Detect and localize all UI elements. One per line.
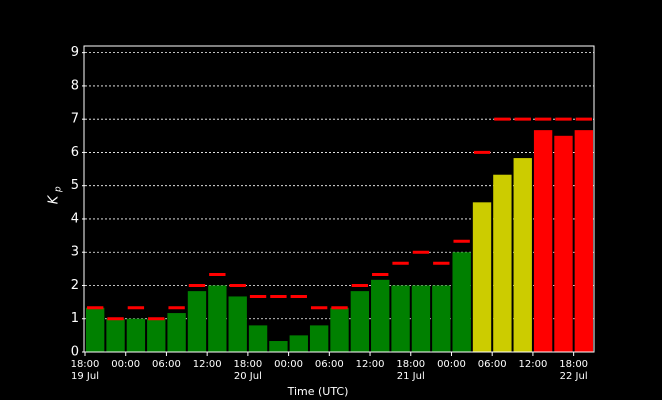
bar [248, 325, 268, 352]
x-tick-label: 00:00 [274, 359, 303, 370]
y-tick-label: 5 [71, 178, 79, 193]
bar [411, 285, 431, 352]
bar [554, 135, 573, 352]
x-tick-label: 18:00 [71, 359, 100, 370]
y-tick-label: 4 [71, 211, 79, 226]
y-tick-label: 8 [71, 78, 79, 93]
bar [309, 325, 329, 352]
bar [208, 285, 227, 352]
x-tick-label: 12:00 [356, 359, 385, 370]
plot-frame [83, 45, 595, 353]
bar [452, 252, 471, 352]
x-axis-label: Time (UTC) [287, 385, 349, 398]
x-tick-date: 20 Jul [234, 371, 262, 382]
y-axis-label: K [47, 194, 62, 204]
x-tick-date: 19 Jul [71, 371, 99, 382]
x-tick-label: 12:00 [193, 359, 222, 370]
bar [106, 318, 125, 352]
y-tick-label: 1 [71, 311, 79, 326]
bar [86, 307, 105, 352]
x-tick-label: 00:00 [437, 359, 466, 370]
y-tick-label: 6 [71, 145, 79, 160]
y-axis-label-sub: p [54, 186, 64, 193]
y-tick-label: 0 [71, 345, 79, 360]
x-tick-date: 22 Jul [560, 371, 588, 382]
x-tick-label: 18:00 [233, 359, 262, 370]
x-tick-label: 00:00 [111, 359, 140, 370]
y-tick-label: 9 [71, 45, 79, 60]
bar [167, 313, 186, 352]
x-tick-date: 21 Jul [397, 371, 425, 382]
bar [513, 158, 532, 352]
bar [371, 279, 390, 352]
bar [472, 202, 492, 352]
bar [432, 285, 451, 352]
y-tick-label: 7 [71, 112, 79, 127]
bar [187, 291, 207, 352]
x-tick-label: 18:00 [559, 359, 588, 370]
x-tick-label: 18:00 [396, 359, 425, 370]
bar [269, 341, 288, 352]
x-tick-label: 12:00 [519, 359, 548, 370]
y-tick-label: 2 [71, 278, 79, 293]
bar [126, 318, 146, 352]
x-tick-label: 06:00 [152, 359, 181, 370]
x-tick-label: 06:00 [478, 359, 507, 370]
bar [330, 307, 349, 352]
y-tick-label: 3 [71, 245, 79, 260]
bar [493, 174, 512, 352]
x-tick-label: 06:00 [315, 359, 344, 370]
bar [391, 285, 410, 352]
bar [289, 335, 308, 352]
y-axis-label-group: K p [47, 186, 64, 204]
bar [228, 296, 247, 352]
bar [147, 318, 166, 352]
bar [574, 130, 593, 352]
bar [533, 130, 553, 352]
bar [350, 291, 370, 352]
